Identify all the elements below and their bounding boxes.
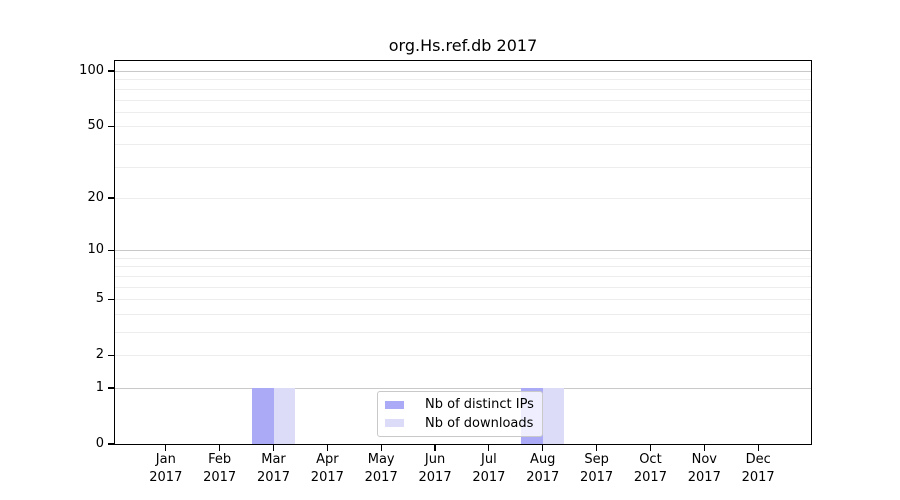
y-gridline-minor (115, 355, 811, 357)
y-gridline-minor (115, 257, 811, 259)
x-axis-tick (272, 445, 275, 451)
legend-label: Nb of downloads (425, 415, 534, 431)
x-axis-tick (219, 445, 221, 451)
x-tick-month: May (367, 452, 395, 467)
y-axis-tick (108, 197, 114, 199)
y-tick-label: 1 (95, 379, 104, 395)
x-tick-year: 2017 (418, 469, 452, 485)
bar-nb-of-downloads (273, 387, 295, 444)
x-tick-month: Jul (481, 452, 497, 467)
x-tick-month: Nov (691, 452, 717, 467)
x-tick-label-oct-2017: Oct 2017 (618, 451, 682, 486)
y-gridline-minor (115, 88, 811, 90)
x-tick-year: 2017 (203, 469, 237, 485)
y-gridline-major (115, 387, 811, 389)
legend-entry-nb-of-downloads: Nb of downloads (385, 416, 534, 431)
x-tick-month: Dec (745, 452, 771, 467)
x-tick-year: 2017 (580, 469, 614, 485)
y-gridline-minor (115, 286, 811, 288)
bar-nb-of-downloads (542, 387, 565, 444)
x-tick-label-jan-2017: Jan 2017 (134, 451, 198, 486)
x-axis-tick (434, 445, 436, 451)
x-tick-label-aug-2017: Aug 2017 (511, 451, 575, 486)
y-gridline-minor (115, 299, 811, 301)
legend-swatch-nb-of-distinct-ips (385, 400, 404, 409)
x-tick-month: Jan (155, 452, 176, 467)
x-axis-tick (596, 445, 598, 451)
y-tick-label: 2 (95, 347, 104, 363)
y-axis-tick (108, 298, 114, 300)
legend-entry-nb-of-distinct-ips: Nb of distinct IPs (385, 397, 534, 412)
x-axis-tick (542, 445, 544, 451)
x-axis-tick (165, 445, 167, 451)
legend-swatch-nb-of-downloads (385, 419, 404, 428)
x-tick-month: Aug (530, 452, 556, 467)
y-tick-label: 20 (87, 189, 104, 205)
x-axis-tick (703, 445, 705, 451)
x-tick-month: Oct (639, 452, 662, 467)
x-tick-label-apr-2017: Apr 2017 (295, 451, 359, 486)
y-tick-label: 5 (95, 291, 104, 307)
x-tick-month: Sep (584, 452, 609, 467)
legend: Nb of distinct IPs Nb of downloads (377, 391, 543, 437)
y-tick-label: 0 (95, 436, 104, 451)
x-tick-label-dec-2017: Dec 2017 (726, 451, 790, 486)
y-axis-tick (108, 443, 114, 445)
y-tick-label: 50 (87, 118, 104, 134)
x-tick-year: 2017 (741, 469, 775, 485)
plot-area (114, 60, 812, 445)
x-axis-tick (488, 445, 490, 451)
x-tick-month: Mar (261, 452, 286, 467)
x-tick-year: 2017 (364, 469, 398, 485)
y-axis-tick (108, 387, 114, 389)
y-gridline-minor (115, 275, 811, 277)
legend-label: Nb of distinct IPs (425, 397, 534, 413)
y-tick-label: 10 (87, 242, 104, 258)
x-tick-label-feb-2017: Feb 2017 (188, 451, 252, 486)
x-tick-label-mar-2017: Mar 2017 (242, 451, 306, 486)
bar-nb-of-distinct-ips (252, 387, 274, 444)
x-tick-year: 2017 (256, 469, 291, 485)
x-tick-year: 2017 (149, 469, 183, 485)
y-gridline-minor (115, 266, 811, 268)
x-axis-tick (649, 445, 652, 451)
y-gridline-minor (115, 166, 811, 168)
y-gridline-minor (115, 111, 811, 113)
y-gridline-minor (115, 99, 811, 101)
x-tick-month: Jun (424, 452, 446, 467)
x-tick-year: 2017 (687, 469, 721, 485)
y-tick-label: 100 (79, 63, 104, 79)
y-gridline-minor (115, 143, 811, 145)
y-gridline-minor (115, 79, 811, 81)
x-tick-label-sep-2017: Sep 2017 (565, 451, 629, 486)
x-tick-month: Apr (316, 452, 339, 467)
y-axis-tick (108, 70, 114, 72)
x-tick-year: 2017 (310, 469, 344, 485)
y-axis-tick (108, 125, 114, 127)
x-tick-label-jun-2017: Jun 2017 (403, 451, 467, 486)
x-tick-year: 2017 (633, 469, 667, 485)
x-tick-label-may-2017: May 2017 (349, 451, 413, 486)
x-axis-tick (757, 445, 759, 451)
y-gridline-minor (115, 313, 811, 315)
y-gridline-major (115, 71, 811, 73)
y-gridline-minor (115, 126, 811, 128)
x-tick-month: Feb (208, 452, 232, 467)
x-tick-label-jul-2017: Jul 2017 (457, 451, 521, 486)
y-axis-tick (108, 354, 114, 356)
x-tick-year: 2017 (526, 469, 560, 485)
x-axis-tick (380, 445, 382, 451)
x-tick-label-nov-2017: Nov 2017 (672, 451, 736, 486)
x-tick-year: 2017 (472, 469, 506, 485)
y-gridline-minor (115, 331, 811, 333)
y-axis-tick (108, 249, 114, 251)
y-gridline-major (115, 250, 811, 252)
x-axis-tick (326, 445, 328, 451)
chart-title: org.Hs.ref.db 2017 (388, 36, 538, 55)
y-gridline-minor (115, 197, 811, 199)
